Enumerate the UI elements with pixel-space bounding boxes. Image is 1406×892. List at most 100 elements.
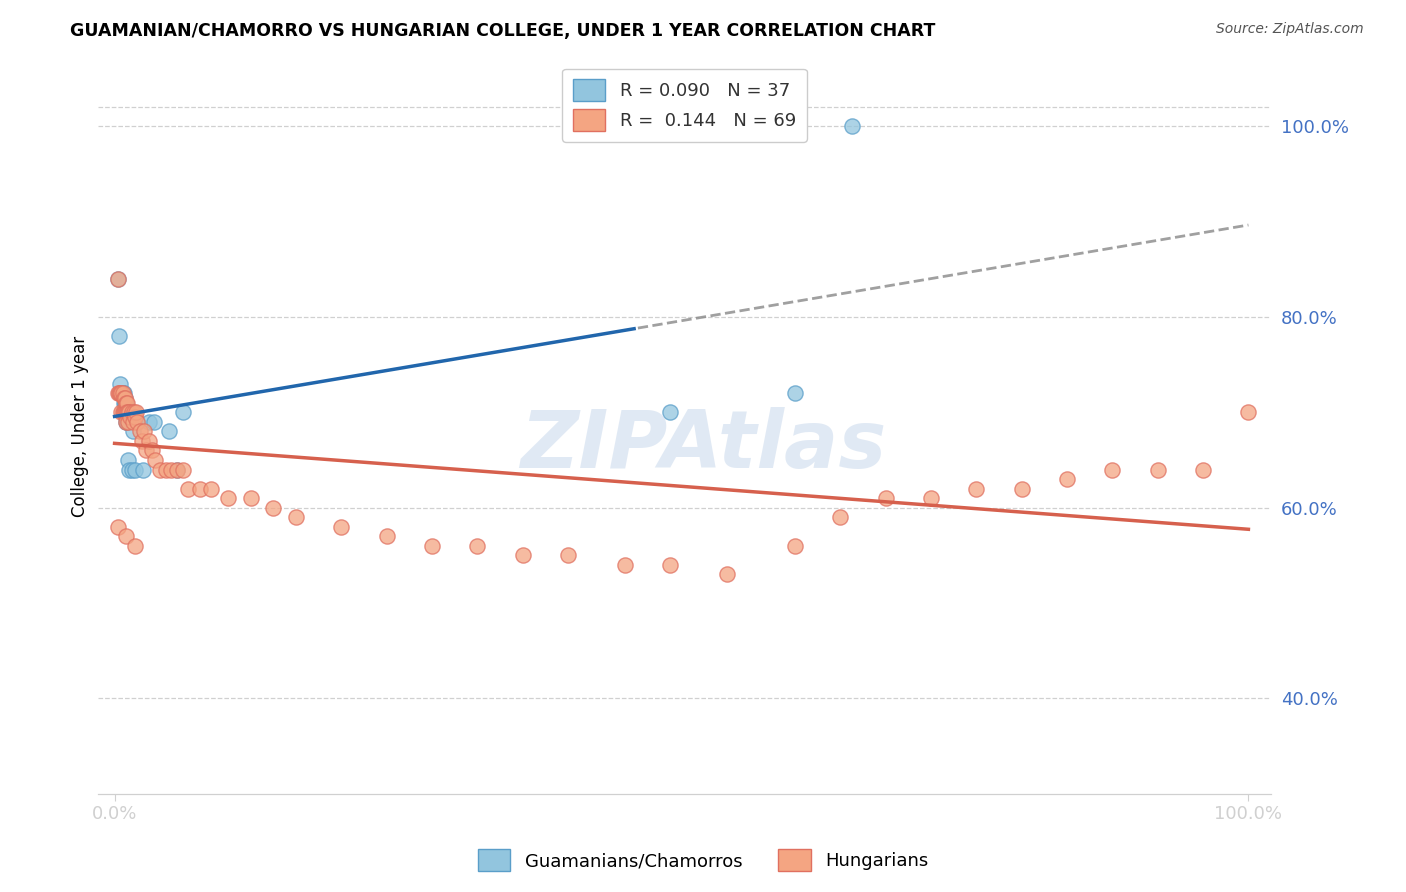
Point [110,386,132,401]
Text: GUAMANIAN/CHAMORRO VS HUNGARIAN COLLEGE, UNDER 1 YEAR CORRELATION CHART: GUAMANIAN/CHAMORRO VS HUNGARIAN COLLEGE,… [70,22,935,40]
Point [107,272,129,286]
Point [172,405,194,419]
Point [467,539,489,553]
Point [112,386,135,401]
Point [1146,462,1168,476]
Point [135,443,157,458]
Point [157,425,180,439]
Point [121,425,143,439]
Point [138,415,160,429]
Point [112,405,135,419]
Point [120,410,142,425]
Point [124,410,146,425]
Point [107,272,129,286]
Point [127,415,149,429]
Point [1056,472,1078,486]
Point [875,491,897,505]
Point [375,529,398,543]
Point [783,539,806,553]
Point [145,453,167,467]
Point [115,405,138,419]
Point [114,405,136,419]
Point [149,462,172,476]
Point [115,415,138,429]
Point [115,405,138,419]
Point [131,434,153,448]
Point [1192,462,1215,476]
Point [127,415,149,429]
Point [160,462,183,476]
Point [114,396,136,410]
Point [285,510,308,524]
Point [128,425,150,439]
Point [420,539,443,553]
Point [188,482,211,496]
Point [112,405,135,419]
Point [115,415,138,429]
Point [1237,405,1260,419]
Point [115,396,138,410]
Point [965,482,987,496]
Point [117,415,139,429]
Point [124,539,146,553]
Point [118,462,141,476]
Point [115,396,138,410]
Point [110,386,132,401]
Point [117,405,139,419]
Point [716,567,738,582]
Point [166,462,188,476]
Point [110,405,132,419]
Text: Source: ZipAtlas.com: Source: ZipAtlas.com [1216,22,1364,37]
Point [112,396,135,410]
Point [512,549,534,563]
Point [108,386,131,401]
Point [138,434,160,448]
Point [132,425,155,439]
Point [107,520,129,534]
Point [200,482,222,496]
Point [1011,482,1033,496]
Point [114,405,136,419]
Point [115,396,138,410]
Point [262,500,284,515]
Point [111,386,134,401]
Point [111,386,134,401]
Point [110,386,132,401]
Legend: Guamanians/Chamorros, Hungarians: Guamanians/Chamorros, Hungarians [471,842,935,879]
Point [115,415,138,429]
Legend: R = 0.090   N = 37, R =  0.144   N = 69: R = 0.090 N = 37, R = 0.144 N = 69 [562,69,807,142]
Point [115,401,138,415]
Point [114,391,136,405]
Point [122,405,145,419]
Point [132,462,155,476]
Point [110,386,132,401]
Point [115,405,138,419]
Point [143,415,166,429]
Point [659,405,682,419]
Point [117,453,139,467]
Point [557,549,579,563]
Point [121,415,143,429]
Point [172,462,194,476]
Point [1101,462,1123,476]
Point [107,386,129,401]
Point [115,529,138,543]
Point [239,491,262,505]
Y-axis label: College, Under 1 year: College, Under 1 year [72,336,89,517]
Point [114,396,136,410]
Point [121,405,143,419]
Point [124,462,146,476]
Point [114,391,136,405]
Text: ZIPAtlas: ZIPAtlas [520,407,886,485]
Point [110,376,132,391]
Point [115,415,138,429]
Point [330,520,353,534]
Point [121,462,143,476]
Point [108,329,131,343]
Point [217,491,239,505]
Point [830,510,852,524]
Point [115,410,138,425]
Point [111,405,134,419]
Point [166,462,188,476]
Point [112,391,135,405]
